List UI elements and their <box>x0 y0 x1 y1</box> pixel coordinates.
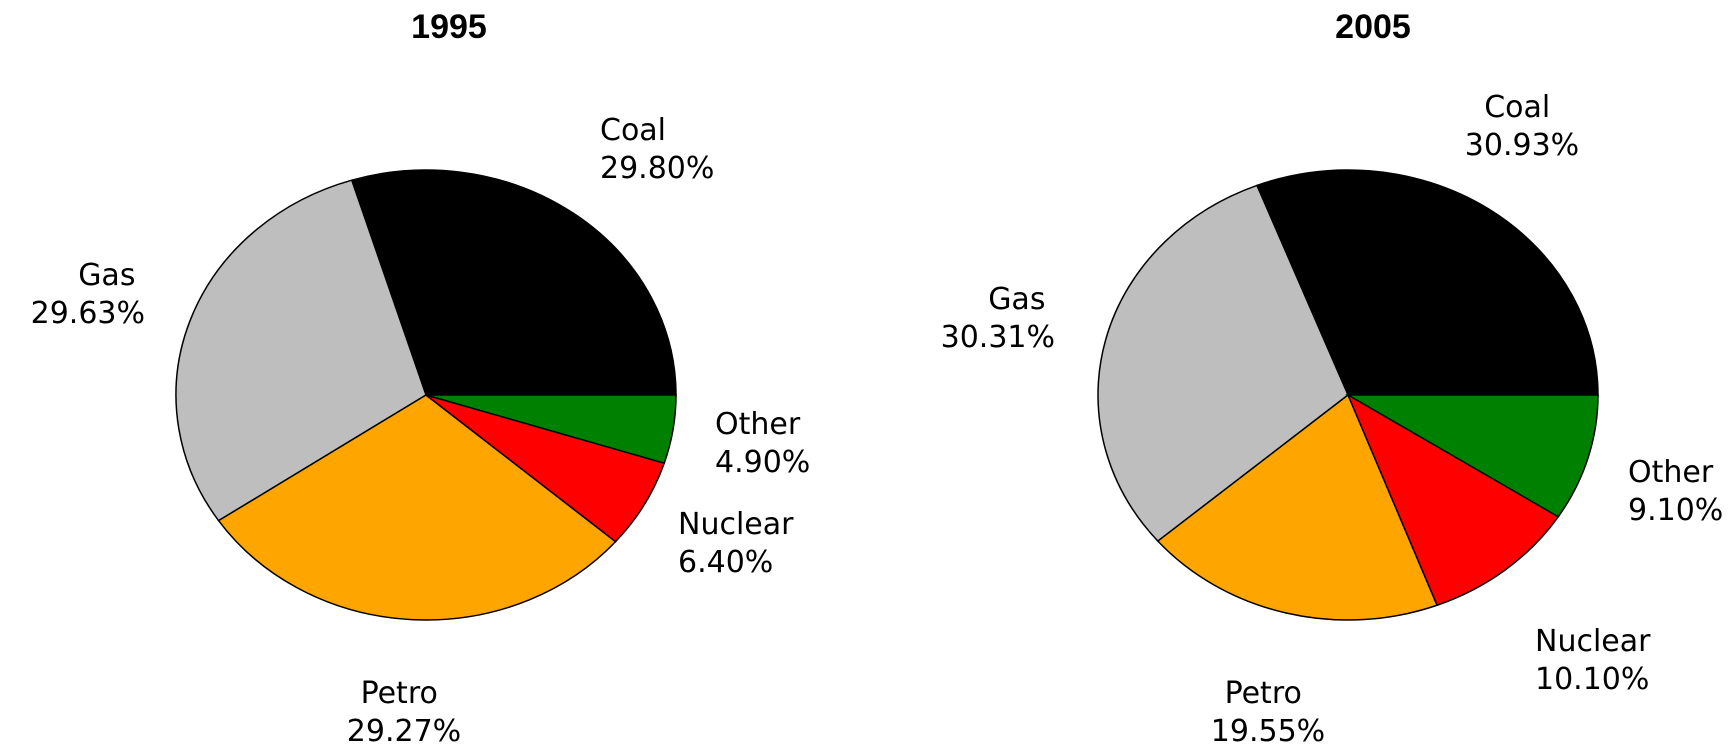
pie-labels-2005: Coal 30.93% Gas 30.31% Petro 19.55% Nucl… <box>941 90 1724 749</box>
pie-slice-petro <box>1156 393 1439 621</box>
slice-name-coal: Coal <box>1484 90 1550 125</box>
pie-slice-petro <box>217 394 617 621</box>
pie-slice-gas <box>1097 184 1349 543</box>
pie-title-1995: 1995 <box>411 8 487 46</box>
pie-labels-1995: Coal 29.80% Gas 29.63% Petro 29.27% Nucl… <box>31 113 811 749</box>
pie-chart-2005: 2005 Coal 30.93% Gas 30.31% Petro 19.55%… <box>941 8 1724 749</box>
pie-slices-1995 <box>175 169 677 621</box>
pie-slice-nuclear <box>1346 393 1560 607</box>
slice-value-gas: 29.63% <box>31 296 145 331</box>
slice-label-coal: Coal 29.80% <box>600 113 714 186</box>
slice-name-gas: Gas <box>78 258 135 293</box>
slice-label-nuclear: Nuclear 6.40% <box>678 507 803 580</box>
pie-slices-2005 <box>1097 169 1599 621</box>
slice-label-petro: Petro 19.55% <box>1211 676 1325 749</box>
slice-name-gas: Gas <box>988 282 1045 317</box>
slice-value-coal: 30.93% <box>1465 128 1579 163</box>
pie-slice-other <box>1345 394 1599 518</box>
pie-slice-coal <box>350 169 677 396</box>
slice-value-petro: 19.55% <box>1211 714 1325 749</box>
slice-name-nuclear: Nuclear <box>678 507 794 542</box>
slice-label-other: Other 4.90% <box>715 407 810 480</box>
slice-name-other: Other <box>1628 455 1714 490</box>
slice-label-petro: Petro 29.27% <box>347 676 461 749</box>
pie-chart-1995: 1995 Coal 29.80% Gas 29.63% Petro 29.27%… <box>31 8 811 749</box>
slice-name-petro: Petro <box>1225 676 1302 711</box>
pie-slice-gas <box>175 179 427 522</box>
slice-value-nuclear: 10.10% <box>1535 662 1649 697</box>
slice-label-coal: Coal 30.93% <box>1465 90 1579 163</box>
pie-slice-other <box>425 394 677 465</box>
slice-value-nuclear: 6.40% <box>678 545 773 580</box>
slice-name-petro: Petro <box>361 676 438 711</box>
slice-name-nuclear: Nuclear <box>1535 624 1651 659</box>
slice-value-petro: 29.27% <box>347 714 461 749</box>
slice-label-nuclear: Nuclear 10.10% <box>1535 624 1660 697</box>
slice-label-other: Other 9.10% <box>1628 455 1723 528</box>
slice-name-coal: Coal <box>600 113 666 148</box>
pie-slice-coal <box>1255 169 1599 396</box>
slice-label-gas: Gas 29.63% <box>31 258 145 331</box>
pie-title-2005: 2005 <box>1335 8 1411 46</box>
slice-name-other: Other <box>715 407 801 442</box>
slice-value-other: 4.90% <box>715 445 810 480</box>
slice-label-gas: Gas 30.31% <box>941 282 1055 355</box>
slice-value-coal: 29.80% <box>600 151 714 186</box>
slice-value-other: 9.10% <box>1628 493 1723 528</box>
slice-value-gas: 30.31% <box>941 320 1055 355</box>
